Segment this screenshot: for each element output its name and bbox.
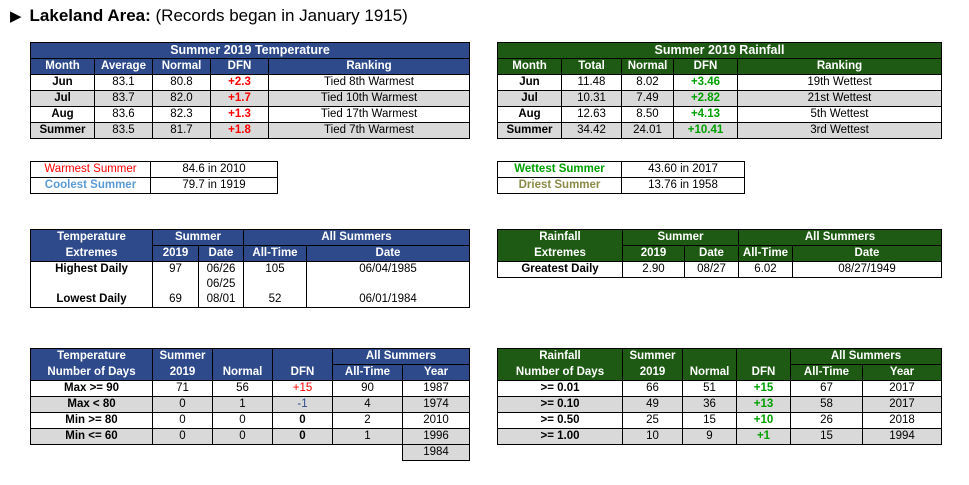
table-row: Min <= 60 0 0 0 1 1996 [30, 428, 470, 445]
column-header: Month [30, 58, 95, 75]
table-row: Greatest Daily 2.90 08/27 6.02 08/27/194… [497, 261, 942, 278]
column-header: Month [497, 58, 562, 75]
table-row: Min >= 80 0 0 0 2 2010 [30, 412, 470, 429]
table-title: Summer 2019 Rainfall [497, 42, 942, 59]
rainfall-records-table: Wettest Summer 43.60 in 2017 Driest Summ… [497, 161, 745, 194]
table-row: Aug 12.63 8.50 +4.13 5th Wettest [497, 106, 942, 123]
table-row: Wettest Summer 43.60 in 2017 [497, 161, 745, 178]
column-header: DFN [210, 58, 269, 75]
temperature-records-table: Warmest Summer 84.6 in 2010 Coolest Summ… [30, 161, 278, 194]
table-row: Max < 80 0 1 -1 4 1974 [30, 396, 470, 413]
table-row: 1984 [30, 444, 470, 461]
triangle-right-icon: ▶ [10, 8, 22, 25]
temperature-summary-table: Summer 2019 Temperature Month Average No… [30, 42, 470, 139]
column-header: DFN [673, 58, 738, 75]
column-header: Ranking [737, 58, 942, 75]
table-row: >= 0.01 66 51 +15 67 2017 [497, 380, 942, 397]
table-row: Warmest Summer 84.6 in 2010 [30, 161, 278, 178]
column-header: Average [94, 58, 153, 75]
table-row: Summer 83.5 81.7 +1.8 Tied 7th Warmest [30, 122, 470, 139]
column-header: Normal [621, 58, 674, 75]
table-row: Summer 34.42 24.01 +10.41 3rd Wettest [497, 122, 942, 139]
column-header: Total [561, 58, 622, 75]
table-row: Driest Summer 13.76 in 1958 [497, 177, 745, 194]
table-row: Jun 83.1 80.8 +2.3 Tied 8th Warmest [30, 74, 470, 91]
table-row: Coolest Summer 79.7 in 1919 [30, 177, 278, 194]
table-title: Summer 2019 Temperature [30, 42, 470, 59]
temperature-days-table: Temperature Summer All Summers Number of… [30, 348, 470, 461]
table-row: >= 0.10 49 36 +13 58 2017 [497, 396, 942, 413]
rainfall-days-table: Rainfall Summer All Summers Number of Da… [497, 348, 942, 445]
table-row: Max >= 90 71 56 +15 90 1987 [30, 380, 470, 397]
table-row: 06/25 [30, 277, 470, 292]
table-row: >= 0.50 25 15 +10 26 2018 [497, 412, 942, 429]
table-row: Aug 83.6 82.3 +1.3 Tied 17th Warmest [30, 106, 470, 123]
rainfall-summary-table: Summer 2019 Rainfall Month Total Normal … [497, 42, 942, 139]
title-note: (Records began in January 1915) [150, 6, 408, 25]
column-header: Normal [152, 58, 211, 75]
table-row: Highest Daily 97 06/26 105 06/04/1985 [30, 261, 470, 277]
table-row: >= 1.00 10 9 +1 15 1994 [497, 428, 942, 445]
page-title: ▶ Lakeland Area: (Records began in Januar… [10, 5, 408, 28]
title-location: Lakeland Area: [29, 6, 151, 25]
table-row: Lowest Daily 69 08/01 52 06/01/1984 [30, 292, 470, 308]
table-row: Jul 83.7 82.0 +1.7 Tied 10th Warmest [30, 90, 470, 107]
table-row: Jun 11.48 8.02 +3.46 19th Wettest [497, 74, 942, 91]
rainfall-extremes-table: Rainfall Summer All Summers Extremes 201… [497, 229, 942, 278]
table-row: Jul 10.31 7.49 +2.82 21st Wettest [497, 90, 942, 107]
column-header: Ranking [268, 58, 470, 75]
temperature-extremes-table: Temperature Summer All Summers Extremes … [30, 229, 470, 308]
